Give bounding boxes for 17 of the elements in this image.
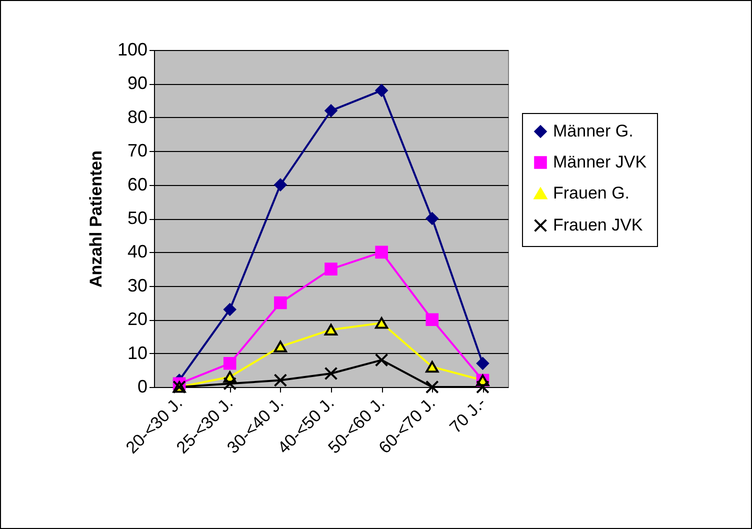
y-tick-label: 90 xyxy=(127,73,148,94)
y-axis-title: Anzahl Patienten xyxy=(86,150,106,288)
legend-label: Männer G. xyxy=(553,122,634,140)
y-tick-label: 50 xyxy=(127,208,148,228)
y-tick-label: 100 xyxy=(117,40,148,60)
y-tick-label: 40 xyxy=(127,242,148,262)
y-tick-label: 20 xyxy=(127,309,148,330)
y-tick-label: 70 xyxy=(127,140,148,161)
y-tick-label: 0 xyxy=(137,376,148,396)
legend-label: Männer JVK xyxy=(553,152,648,172)
y-tick-label: 80 xyxy=(127,106,148,127)
legend-label: Frauen JVK xyxy=(553,216,644,234)
legend-label: Frauen G. xyxy=(553,184,630,202)
y-tick-label: 10 xyxy=(127,342,148,363)
y-tick-label: 30 xyxy=(127,275,148,296)
x-tick-label: 70 J.- xyxy=(446,393,490,437)
y-tick-label: 60 xyxy=(127,174,148,194)
